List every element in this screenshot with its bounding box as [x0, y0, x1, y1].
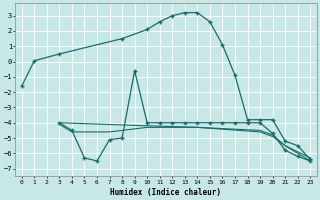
X-axis label: Humidex (Indice chaleur): Humidex (Indice chaleur): [110, 188, 221, 197]
